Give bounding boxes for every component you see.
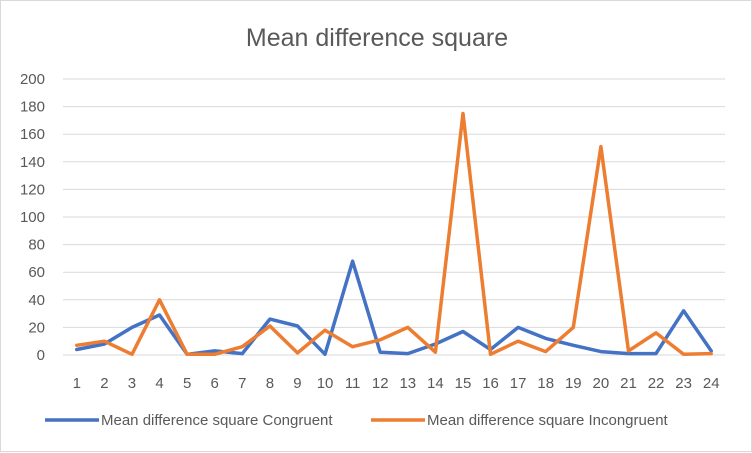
gridlines — [63, 78, 725, 356]
x-tick-label: 2 — [100, 375, 108, 392]
x-tick-label: 16 — [482, 375, 499, 392]
y-tick-label: 160 — [20, 126, 45, 143]
x-tick-label: 1 — [73, 375, 81, 392]
x-tick-label: 7 — [238, 375, 246, 392]
y-tick-label: 140 — [20, 154, 45, 171]
y-tick-label: 0 — [37, 347, 45, 364]
x-tick-label: 5 — [183, 375, 191, 392]
y-tick-label: 180 — [20, 99, 45, 116]
series-lines — [75, 111, 713, 357]
legend-label: Mean difference square Congruent — [101, 412, 333, 429]
x-axis-tick-labels: 1 2 3 4 5 6 7 8 9 10 11 12 13 14 15 16 17 18 19 20 21 22 23 24 — [73, 375, 720, 392]
x-tick-label: 24 — [703, 375, 720, 392]
x-tick-label: 4 — [155, 375, 163, 392]
x-tick-label: 6 — [211, 375, 219, 392]
series-line-1 — [75, 259, 713, 357]
x-tick-label: 15 — [455, 375, 472, 392]
x-tick-label: 13 — [399, 375, 416, 392]
x-tick-label: 23 — [675, 375, 692, 392]
y-tick-label: 20 — [28, 319, 45, 336]
x-tick-label: 9 — [293, 375, 301, 392]
y-tick-label: 40 — [28, 292, 45, 309]
x-tick-label: 11 — [345, 375, 361, 392]
y-tick-label: 80 — [28, 237, 45, 254]
x-tick-label: 20 — [593, 375, 610, 392]
chart-title: Mean difference square — [246, 24, 508, 52]
x-tick-label: 12 — [372, 375, 389, 392]
x-tick-label: 18 — [537, 375, 554, 392]
y-tick-label: 120 — [20, 181, 45, 198]
x-tick-label: 10 — [317, 375, 334, 392]
legend-label: Mean difference square Incongruent — [427, 412, 669, 429]
series-line-2 — [75, 111, 713, 357]
y-tick-label: 100 — [20, 209, 45, 226]
x-tick-label: 19 — [565, 375, 582, 392]
x-tick-label: 17 — [510, 375, 527, 392]
x-tick-label: 3 — [128, 375, 136, 392]
y-axis-tick-labels: 0 20 40 60 80 100 120 140 160 180 200 — [20, 71, 45, 364]
x-tick-label: 22 — [648, 375, 665, 392]
x-tick-label: 14 — [427, 375, 444, 392]
legend: Mean difference square Congruent Mean dif… — [45, 412, 669, 429]
x-tick-label: 8 — [266, 375, 274, 392]
y-tick-label: 200 — [20, 71, 45, 88]
y-tick-label: 60 — [28, 264, 45, 281]
x-tick-label: 21 — [620, 375, 637, 392]
